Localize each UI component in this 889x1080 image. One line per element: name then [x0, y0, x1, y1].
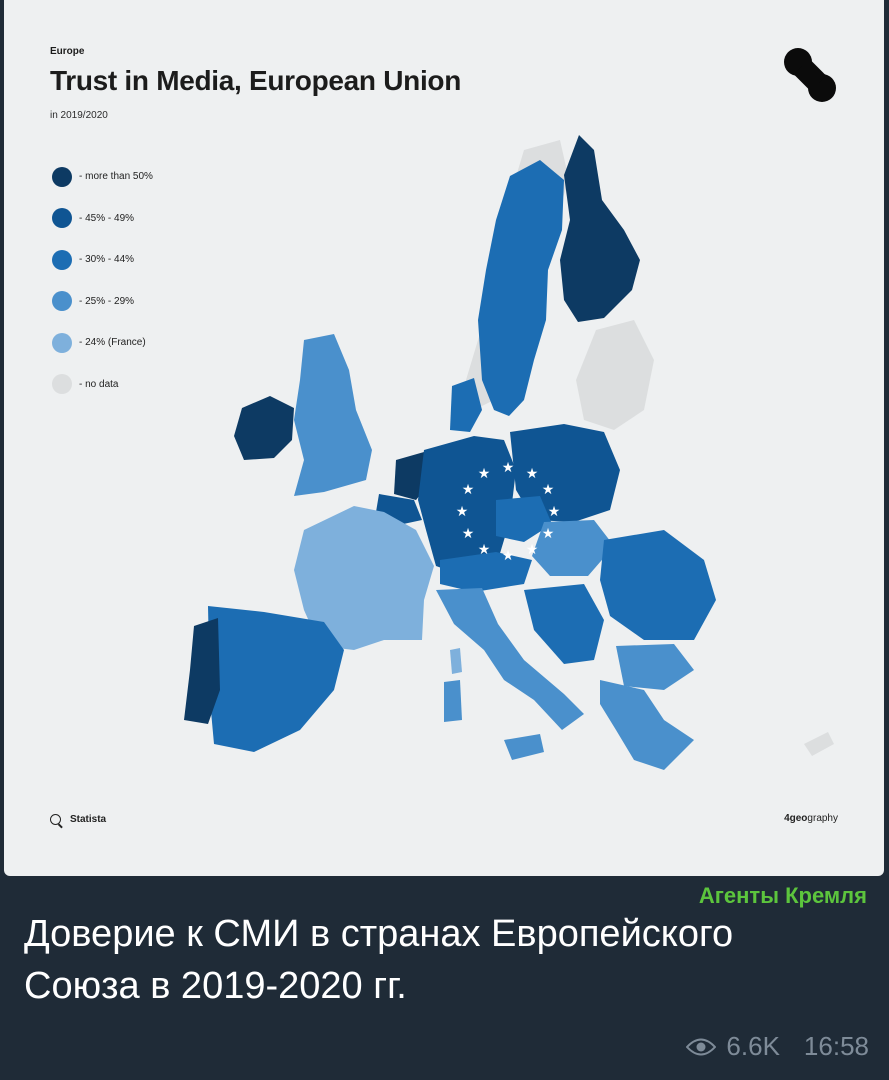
- svg-text:★: ★: [462, 526, 475, 542]
- map-region-corsica: [450, 648, 462, 674]
- search-icon: [50, 814, 61, 825]
- channel-name[interactable]: Агенты Кремля: [698, 883, 867, 908]
- map-region-balkans: [524, 584, 604, 664]
- legend-item: - 24% (France): [52, 322, 153, 364]
- credit-label: 4geography: [784, 813, 838, 824]
- eu-stars: ★ ★ ★ ★ ★ ★ ★ ★ ★ ★ ★ ★: [456, 460, 561, 564]
- map-region-romania: [600, 530, 716, 640]
- 4geography-logo-icon: [784, 48, 836, 102]
- post-time: 16:58: [803, 1031, 869, 1061]
- svg-text:★: ★: [502, 460, 515, 476]
- map-region-czechia: [496, 496, 552, 542]
- map-region-portugal: [184, 618, 220, 724]
- map-region-sweden: [478, 160, 564, 416]
- legend-label: - more than 50%: [79, 171, 153, 183]
- legend-swatch: [52, 291, 72, 312]
- legend-label: - 30% - 44%: [79, 254, 135, 266]
- svg-text:★: ★: [456, 504, 469, 520]
- credit-bold: 4geo: [784, 813, 808, 824]
- legend-label: - no data: [79, 378, 119, 390]
- eu-trust-map: ★ ★ ★ ★ ★ ★ ★ ★ ★ ★ ★ ★: [184, 135, 834, 770]
- map-region-greece: [600, 680, 694, 770]
- map-region-france: [294, 506, 434, 650]
- source-attribution: Statista: [50, 814, 106, 825]
- map-region-cyprus: [804, 732, 834, 756]
- svg-text:★: ★: [548, 504, 561, 520]
- map-region-baltic-nodata: [576, 320, 654, 430]
- post-meta: 6.6K 16:58: [686, 1031, 869, 1062]
- views-count: 6.6K: [726, 1031, 780, 1061]
- legend-label: - 25% - 29%: [79, 295, 135, 307]
- map-legend: - more than 50% - 45% - 49% - 30% - 44% …: [52, 156, 153, 405]
- legend-label: - 24% (France): [79, 337, 146, 349]
- legend-item: - 30% - 44%: [52, 239, 153, 281]
- post-image-card[interactable]: ★ ★ ★ ★ ★ ★ ★ ★ ★ ★ ★ ★ Europe Trust in …: [4, 0, 884, 876]
- svg-text:★: ★: [478, 466, 491, 482]
- legend-swatch: [52, 249, 72, 270]
- credit-rest: graphy: [807, 813, 838, 824]
- svg-text:★: ★: [526, 542, 539, 558]
- map-region-austria: [440, 552, 532, 592]
- map-region-sicily: [504, 734, 544, 760]
- legend-swatch: [52, 166, 72, 187]
- svg-text:★: ★: [542, 526, 555, 542]
- map-region-uk: [294, 334, 372, 496]
- legend-item: - 25% - 29%: [52, 281, 153, 323]
- svg-text:★: ★: [462, 482, 475, 498]
- legend-swatch: [52, 332, 72, 353]
- post-caption: Доверие к СМИ в странах Европейского Сою…: [24, 913, 734, 1007]
- eye-icon: [686, 1038, 717, 1055]
- map-region-finland: [560, 135, 640, 322]
- map-region-denmark: [450, 378, 482, 432]
- svg-text:★: ★: [526, 466, 539, 482]
- legend-label: - 45% - 49%: [79, 212, 135, 224]
- map-region-sardinia: [444, 680, 462, 722]
- map-eyebrow: Europe: [50, 46, 85, 57]
- legend-swatch: [52, 374, 72, 395]
- map-region-bulgaria: [616, 644, 694, 690]
- svg-text:★: ★: [478, 542, 491, 558]
- map-subtitle: in 2019/2020: [50, 110, 108, 121]
- legend-item: - 45% - 49%: [52, 198, 153, 240]
- legend-swatch: [52, 208, 72, 229]
- map-region-ireland: [234, 396, 294, 460]
- map-region-italy: [436, 588, 584, 730]
- map-title: Trust in Media, European Union: [50, 65, 462, 96]
- map-region-spain: [208, 606, 344, 752]
- legend-item: - no data: [52, 364, 153, 406]
- map-region-germany: [418, 436, 516, 576]
- map-region-hungary: [532, 520, 614, 576]
- source-label: Statista: [70, 814, 107, 825]
- svg-text:★: ★: [542, 482, 555, 498]
- svg-text:★: ★: [502, 548, 515, 564]
- legend-item: - more than 50%: [52, 156, 153, 198]
